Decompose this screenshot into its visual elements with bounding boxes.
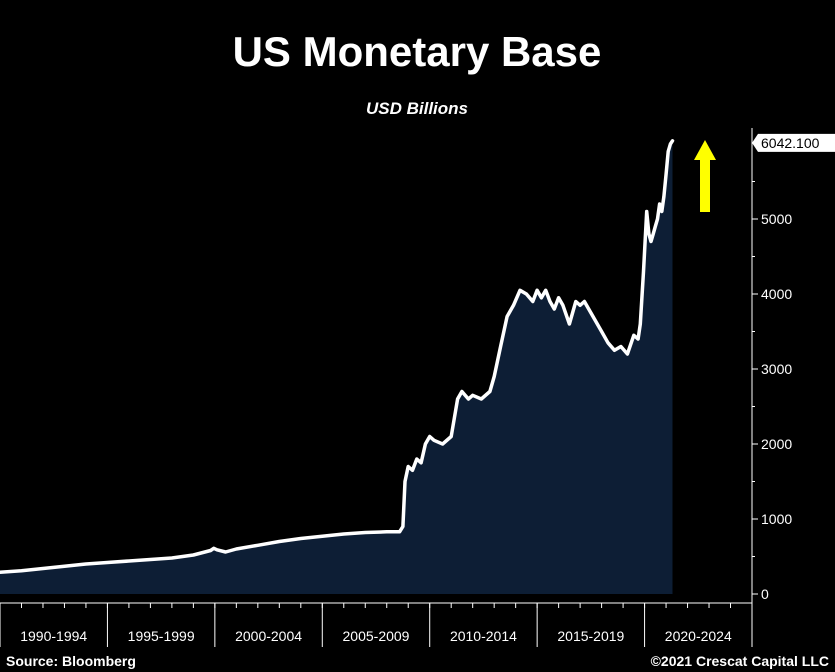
copyright-label: ©2021 Crescat Capital LLC	[651, 653, 829, 669]
chart-subtitle: USD Billions	[366, 99, 468, 118]
x-tick-label: 2000-2004	[235, 628, 302, 644]
source-label: Source: Bloomberg	[6, 653, 136, 669]
x-tick-label: 2020-2024	[665, 628, 732, 644]
series-area	[0, 140, 673, 595]
last-value-box	[752, 133, 835, 152]
x-tick-label: 2015-2019	[557, 628, 624, 644]
x-tick-label: 2005-2009	[343, 628, 410, 644]
series-line	[0, 139, 675, 575]
y-tick-label: 3000	[761, 361, 792, 377]
plot-area: 0 1000 2000 3000 4000 5000 6042.100 1990-1994 19…	[0, 128, 835, 647]
y-tick-label: 2000	[761, 436, 792, 452]
y-tick-label: 5000	[761, 211, 792, 227]
y-tick-label: 1000	[761, 511, 792, 527]
last-value-label: 6042.100	[761, 135, 820, 151]
chart-title: US Monetary Base	[233, 28, 602, 75]
x-tick-label: 1990-1994	[20, 628, 87, 644]
x-tick-label: 2010-2014	[450, 628, 517, 644]
up-arrow-icon	[694, 140, 716, 212]
x-tick-label: 1995-1999	[128, 628, 195, 644]
y-tick-label: 0	[761, 586, 769, 602]
y-tick-label: 4000	[761, 286, 792, 302]
